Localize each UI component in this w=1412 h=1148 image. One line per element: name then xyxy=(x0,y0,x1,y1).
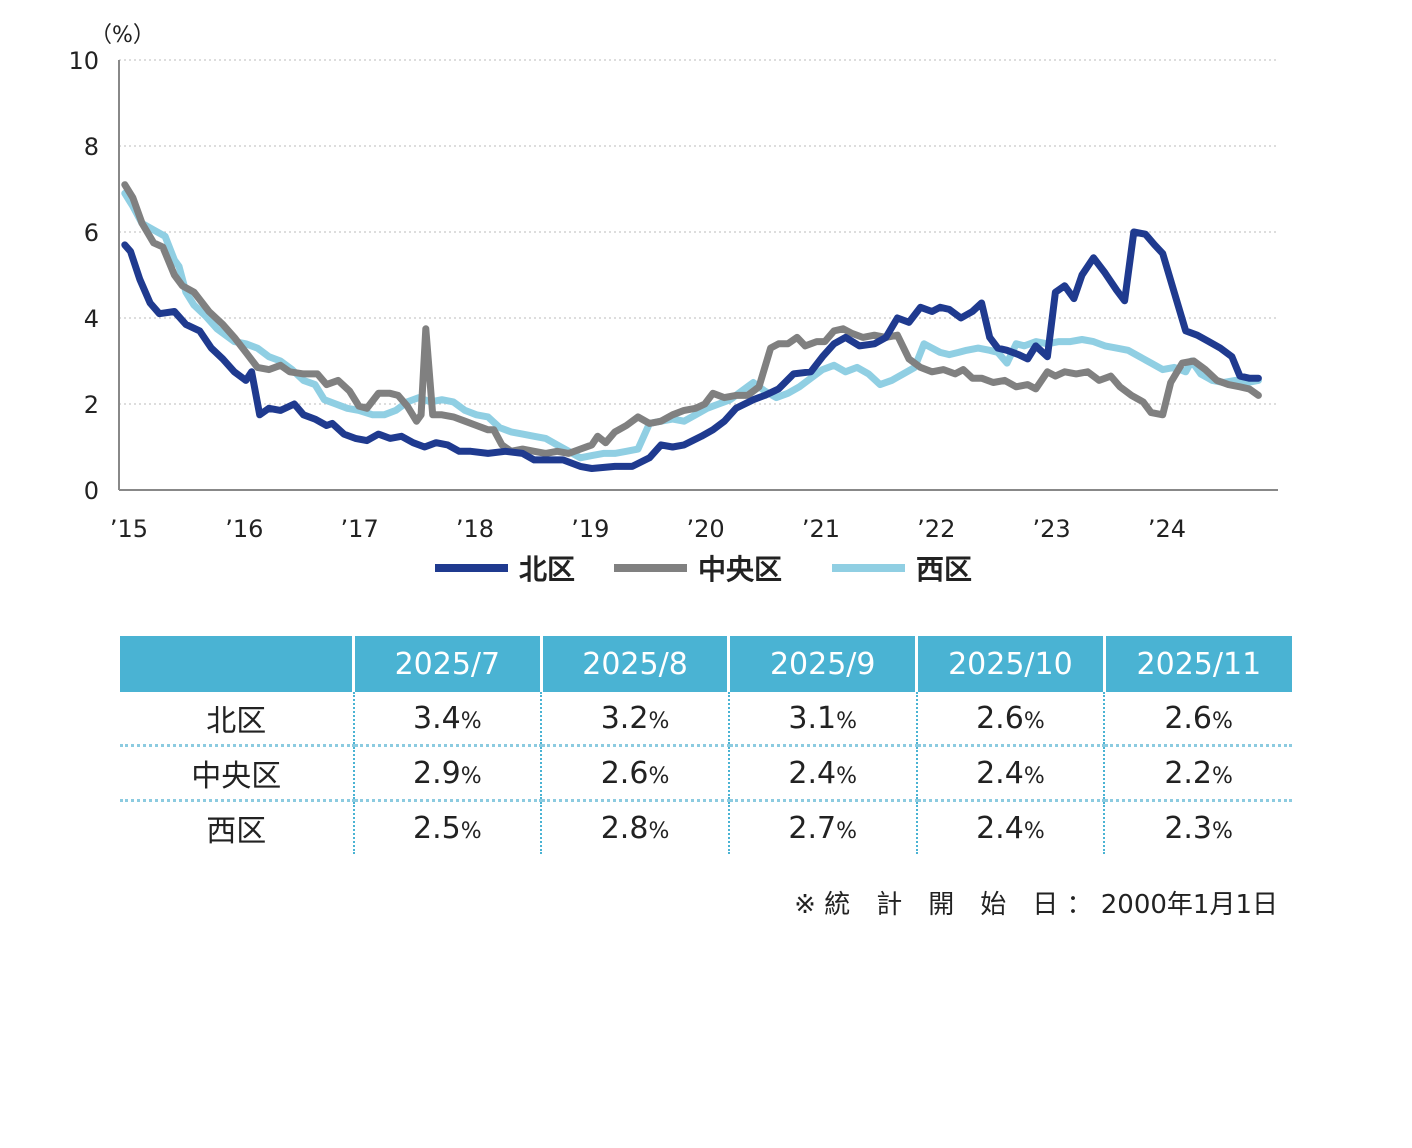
percent-sign: % xyxy=(1212,763,1233,789)
cell-value: 2.4 xyxy=(788,755,837,791)
table-row: 西区 2.5% 2.8% 2.7% 2.4% 2.3% xyxy=(120,800,1292,854)
series-line-0 xyxy=(121,228,1262,472)
cell-value: 2.4 xyxy=(976,755,1024,791)
percent-sign: % xyxy=(836,818,858,844)
table-cell: 2.4% xyxy=(727,745,917,802)
x-tick-label: ’17 xyxy=(341,515,379,543)
table-body: 北区 3.4% 3.2% 3.1% 2.6% 2.6% 中央区 2.9% 2.6% 2.4% 2.4… xyxy=(120,692,1292,854)
table-cell: 2.2% xyxy=(1103,745,1292,802)
y-tick-label: 4 xyxy=(84,305,99,333)
legend-label: 西区 xyxy=(916,553,972,586)
legend-label: 中央区 xyxy=(698,553,782,586)
cell-value: 2.3 xyxy=(1164,810,1213,846)
series-line-1 xyxy=(121,181,1262,457)
y-tick-label: 6 xyxy=(84,219,99,247)
table-cell: 2.6% xyxy=(540,745,729,802)
cell-value: 3.2 xyxy=(600,700,649,736)
table-cell: 3.1% xyxy=(727,692,917,747)
cell-value: 2.6 xyxy=(600,755,649,791)
y-tick-label: 0 xyxy=(84,477,99,505)
y-axis-ticks: 0 2 4 6 8 10 xyxy=(68,47,99,505)
table-cell: 2.3% xyxy=(1103,800,1292,854)
row-label: 北区 xyxy=(120,692,354,747)
table-cell: 3.2% xyxy=(540,692,729,747)
table-cell: 2.6% xyxy=(915,692,1105,747)
percent-sign: % xyxy=(648,818,670,844)
y-tick-label: 8 xyxy=(84,133,99,161)
table-header-cell: 2025/8 xyxy=(539,636,729,692)
row-label: 中央区 xyxy=(120,745,354,802)
table-cell: 2.5% xyxy=(352,800,542,854)
line-chart: 0 2 4 6 8 10 ’15 ’16 ’17 ’18 ’19 ’20 ’21 ’22 ’23 ’24 （… xyxy=(68,23,1278,586)
row-label: 西区 xyxy=(206,814,267,849)
x-tick-label: ’18 xyxy=(456,515,494,543)
table-cell: 2.8% xyxy=(540,800,729,854)
cell-value: 2.7 xyxy=(788,810,837,846)
rate-table: 2025/7 2025/8 2025/9 2025/10 2025/11 北区 3… xyxy=(120,636,1292,854)
table-header-cell xyxy=(120,636,354,692)
cell-value: 2.6 xyxy=(1164,700,1213,736)
x-tick-label: ’21 xyxy=(802,515,840,543)
table-cell: 2.4% xyxy=(915,745,1105,802)
percent-sign: % xyxy=(1023,708,1045,734)
cell-value: 2.6 xyxy=(976,700,1024,736)
x-tick-label: ’24 xyxy=(1148,515,1186,543)
x-tick-label: ’23 xyxy=(1033,515,1071,543)
x-tick-label: ’16 xyxy=(225,515,263,543)
percent-sign: % xyxy=(460,708,482,734)
series-lines xyxy=(121,181,1262,472)
table-cell: 3.4% xyxy=(352,692,542,747)
legend-label: 北区 xyxy=(519,553,575,586)
table-header-cell: 2025/9 xyxy=(727,636,917,692)
y-axis-unit-label: （%） xyxy=(90,23,155,48)
y-tick-label: 2 xyxy=(84,391,99,419)
percent-sign: % xyxy=(1023,818,1045,844)
x-tick-label: ’15 xyxy=(110,515,148,543)
table-row: 中央区 2.9% 2.6% 2.4% 2.4% 2.2% xyxy=(120,745,1292,802)
series-line-2 xyxy=(121,189,1262,462)
percent-sign: % xyxy=(648,763,670,789)
gridlines xyxy=(119,59,1278,405)
percent-sign: % xyxy=(1023,763,1045,789)
percent-sign: % xyxy=(1212,708,1233,734)
percent-sign: % xyxy=(648,708,670,734)
table-header-cell: 2025/11 xyxy=(1102,636,1292,692)
table-cell: 2.9% xyxy=(352,745,542,802)
table-cell: 2.7% xyxy=(727,800,917,854)
cell-value: 2.5 xyxy=(413,810,461,846)
percent-sign: % xyxy=(1212,818,1233,844)
x-tick-label: ’22 xyxy=(917,515,955,543)
cell-value: 3.1 xyxy=(788,700,837,736)
x-tick-label: ’20 xyxy=(687,515,725,543)
legend: 北区 中央区 西区 xyxy=(435,553,972,586)
cell-value: 2.9 xyxy=(413,755,461,791)
percent-sign: % xyxy=(836,708,858,734)
table-row: 北区 3.4% 3.2% 3.1% 2.6% 2.6% xyxy=(120,692,1292,747)
rate-table-container: 2025/7 2025/8 2025/9 2025/10 2025/11 北区 3… xyxy=(120,636,1292,854)
cell-value: 2.2 xyxy=(1164,755,1213,791)
table-cell: 2.6% xyxy=(1103,692,1292,747)
table-header-cell: 2025/10 xyxy=(915,636,1105,692)
x-axis-ticks: ’15 ’16 ’17 ’18 ’19 ’20 ’21 ’22 ’23 ’24 xyxy=(110,515,1186,543)
statistics-start-note: ※ 統 計 開 始 日 ： 2000年1月1日 xyxy=(794,890,1278,920)
percent-sign: % xyxy=(836,763,858,789)
y-tick-label: 10 xyxy=(68,47,99,75)
table-cell: 2.4% xyxy=(915,800,1105,854)
cell-value: 3.4 xyxy=(413,700,461,736)
table-header-row: 2025/7 2025/8 2025/9 2025/10 2025/11 xyxy=(120,636,1292,692)
cell-value: 2.8 xyxy=(600,810,649,846)
percent-sign: % xyxy=(460,818,482,844)
percent-sign: % xyxy=(460,763,482,789)
table-header-cell: 2025/7 xyxy=(352,636,542,692)
x-tick-label: ’19 xyxy=(571,515,609,543)
cell-value: 2.4 xyxy=(976,810,1024,846)
